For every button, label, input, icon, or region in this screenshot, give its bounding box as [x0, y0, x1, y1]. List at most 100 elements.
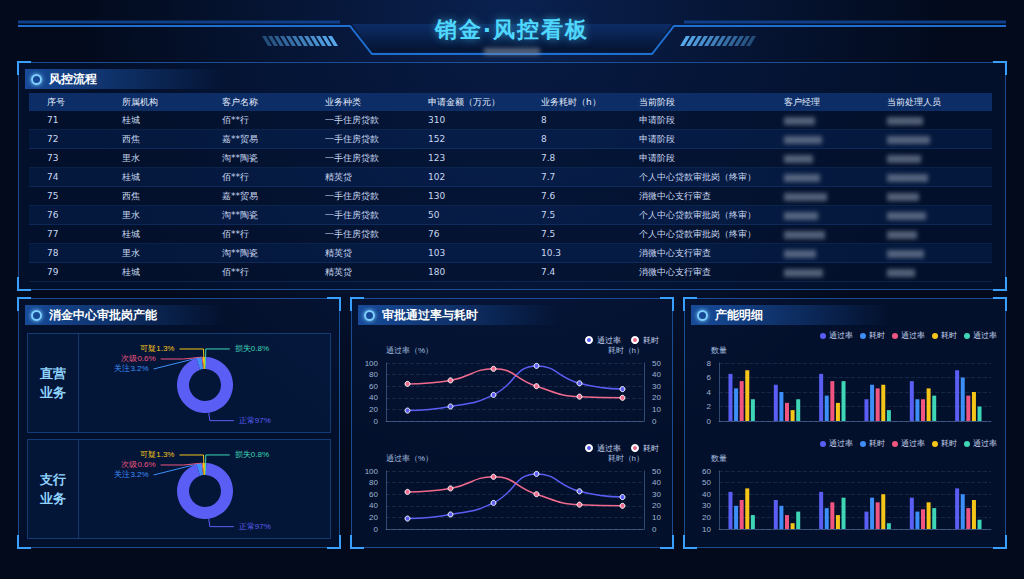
svg-text:8: 8	[707, 359, 712, 368]
html-text:客户名称: 客户名称	[222, 96, 258, 107]
html-text:审批通过率与耗时: 审批通过率与耗时	[382, 307, 478, 322]
html-text:消金中心审批岗产能: 消金中心审批岗产能	[49, 307, 157, 322]
html-text:申请金额（万元）: 申请金额（万元）	[428, 96, 500, 107]
svg-text:100: 100	[365, 359, 379, 368]
html-text:客户经理: 客户经理	[784, 96, 820, 107]
html-text:桂城: 桂城	[122, 228, 140, 239]
html-text:一手住房贷款: 一手住房贷款	[325, 190, 379, 201]
svg-text:30: 30	[652, 382, 661, 391]
svg-text:2: 2	[707, 402, 712, 411]
svg-text:40: 40	[369, 393, 378, 402]
svg-text:耗时（h）: 耗时（h）	[608, 346, 644, 355]
svg-text:20: 20	[652, 393, 661, 402]
html-text:当前处理人员: 当前处理人员	[887, 96, 941, 107]
svg-text:40: 40	[652, 478, 661, 487]
svg-text:50: 50	[702, 478, 711, 487]
html-text:业务种类: 业务种类	[325, 96, 361, 107]
html-text:西焦: 西焦	[122, 190, 140, 201]
html-text:序号: 序号	[47, 96, 65, 107]
svg-text:通过率（%）: 通过率（%）	[386, 346, 433, 355]
html-text:淘**陶瓷: 淘**陶瓷	[222, 152, 258, 163]
html-text:一手住房贷款: 一手住房贷款	[325, 133, 379, 144]
svg-text:4: 4	[707, 388, 712, 397]
svg-text:80: 80	[369, 478, 378, 487]
html-text:桂城: 桂城	[122, 114, 140, 125]
svg-text:0: 0	[707, 417, 712, 426]
svg-text:50: 50	[652, 467, 661, 476]
svg-text:80: 80	[369, 370, 378, 379]
svg-text:60: 60	[369, 382, 378, 391]
svg-text:40: 40	[369, 501, 378, 510]
html-text:佰**行: 佰**行	[222, 228, 249, 239]
html-text:淘**陶瓷: 淘**陶瓷	[222, 209, 258, 220]
html-text:销金·风控看板: 销金·风控看板	[434, 17, 590, 42]
svg-text:20: 20	[369, 513, 378, 522]
html-text:直营业务: 直营业务	[40, 366, 66, 400]
html-text:个人中心贷款审批岗（终审）: 个人中心贷款审批岗（终审）	[639, 171, 756, 182]
svg-text:损失0.8%: 损失0.8%	[235, 344, 269, 353]
svg-text:通过率（%）: 通过率（%）	[386, 454, 433, 463]
svg-text:正常97%: 正常97%	[239, 416, 271, 425]
svg-text:30: 30	[702, 501, 711, 510]
html-text:西焦: 西焦	[122, 133, 140, 144]
svg-text:可疑1.3%: 可疑1.3%	[140, 450, 174, 459]
html-text:风控流程: 风控流程	[49, 71, 97, 86]
html-text:一手住房贷款: 一手住房贷款	[325, 114, 379, 125]
svg-text:10: 10	[702, 525, 711, 534]
html-text:个人中心贷款审批岗（终审）: 个人中心贷款审批岗（终审）	[639, 228, 756, 239]
svg-text:耗时: 耗时	[643, 444, 659, 453]
html-text:申请阶段: 申请阶段	[639, 114, 675, 125]
html-text:支行业务: 支行业务	[40, 472, 66, 506]
html-text:一手住房贷款: 一手住房贷款	[325, 152, 379, 163]
svg-text:50: 50	[652, 359, 661, 368]
html-text:业务耗时（h）: 业务耗时（h）	[541, 96, 601, 107]
svg-text:30: 30	[652, 490, 661, 499]
html-text:佰**行: 佰**行	[222, 114, 249, 125]
html-text:桂城: 桂城	[122, 171, 140, 182]
svg-text:0: 0	[374, 417, 379, 426]
svg-text:60: 60	[702, 467, 711, 476]
html-text:嘉**贸易: 嘉**贸易	[222, 133, 258, 144]
svg-text:正常97%: 正常97%	[239, 522, 271, 531]
svg-text:20: 20	[369, 405, 378, 414]
html-text:里水: 里水	[122, 209, 140, 220]
svg-text:20: 20	[652, 501, 661, 510]
svg-text:次级0.6%: 次级0.6%	[121, 354, 155, 363]
svg-text:6: 6	[707, 373, 712, 382]
svg-text:40: 40	[652, 370, 661, 379]
svg-text:10: 10	[652, 405, 661, 414]
html-text:佰**行: 佰**行	[222, 171, 249, 182]
svg-text:0: 0	[652, 417, 657, 426]
html-text:里水: 里水	[122, 247, 140, 258]
svg-text:20: 20	[702, 513, 711, 522]
html-text:精英贷: 精英贷	[325, 171, 352, 182]
html-text:申请阶段: 申请阶段	[639, 133, 675, 144]
html-text:当前阶段: 当前阶段	[639, 96, 675, 107]
svg-text:数量: 数量	[711, 346, 727, 355]
svg-text:0: 0	[652, 525, 657, 534]
html-text:产能明细: 产能明细	[715, 307, 763, 322]
html-text:所属机构: 所属机构	[122, 96, 158, 107]
svg-text:次级0.6%: 次级0.6%	[121, 460, 155, 469]
svg-text:60: 60	[369, 490, 378, 499]
html-text:嘉**贸易: 嘉**贸易	[222, 190, 258, 201]
svg-text:100: 100	[365, 467, 379, 476]
svg-text:可疑1.3%: 可疑1.3%	[140, 344, 174, 353]
html-text:一手住房贷款: 一手住房贷款	[325, 228, 379, 239]
svg-text:40: 40	[702, 490, 711, 499]
svg-text:数量: 数量	[711, 454, 727, 463]
html-text:申请阶段: 申请阶段	[639, 152, 675, 163]
html-text:里水: 里水	[122, 152, 140, 163]
svg-text:0: 0	[374, 525, 379, 534]
html-text:消微中心支行审查: 消微中心支行审查	[639, 190, 711, 201]
svg-text:通过率: 通过率	[597, 444, 621, 453]
svg-text:关注3.2%: 关注3.2%	[114, 364, 148, 373]
html-text:个人中心贷款审批岗（终审）: 个人中心贷款审批岗（终审）	[639, 209, 756, 220]
svg-text:关注3.2%: 关注3.2%	[114, 470, 148, 479]
svg-text:损失0.8%: 损失0.8%	[235, 450, 269, 459]
svg-text:耗时: 耗时	[643, 336, 659, 345]
svg-text:10: 10	[652, 513, 661, 522]
html-text:一手住房贷款: 一手住房贷款	[325, 209, 379, 220]
svg-text:通过率: 通过率	[597, 336, 621, 345]
svg-text:耗时（h）: 耗时（h）	[608, 454, 644, 463]
